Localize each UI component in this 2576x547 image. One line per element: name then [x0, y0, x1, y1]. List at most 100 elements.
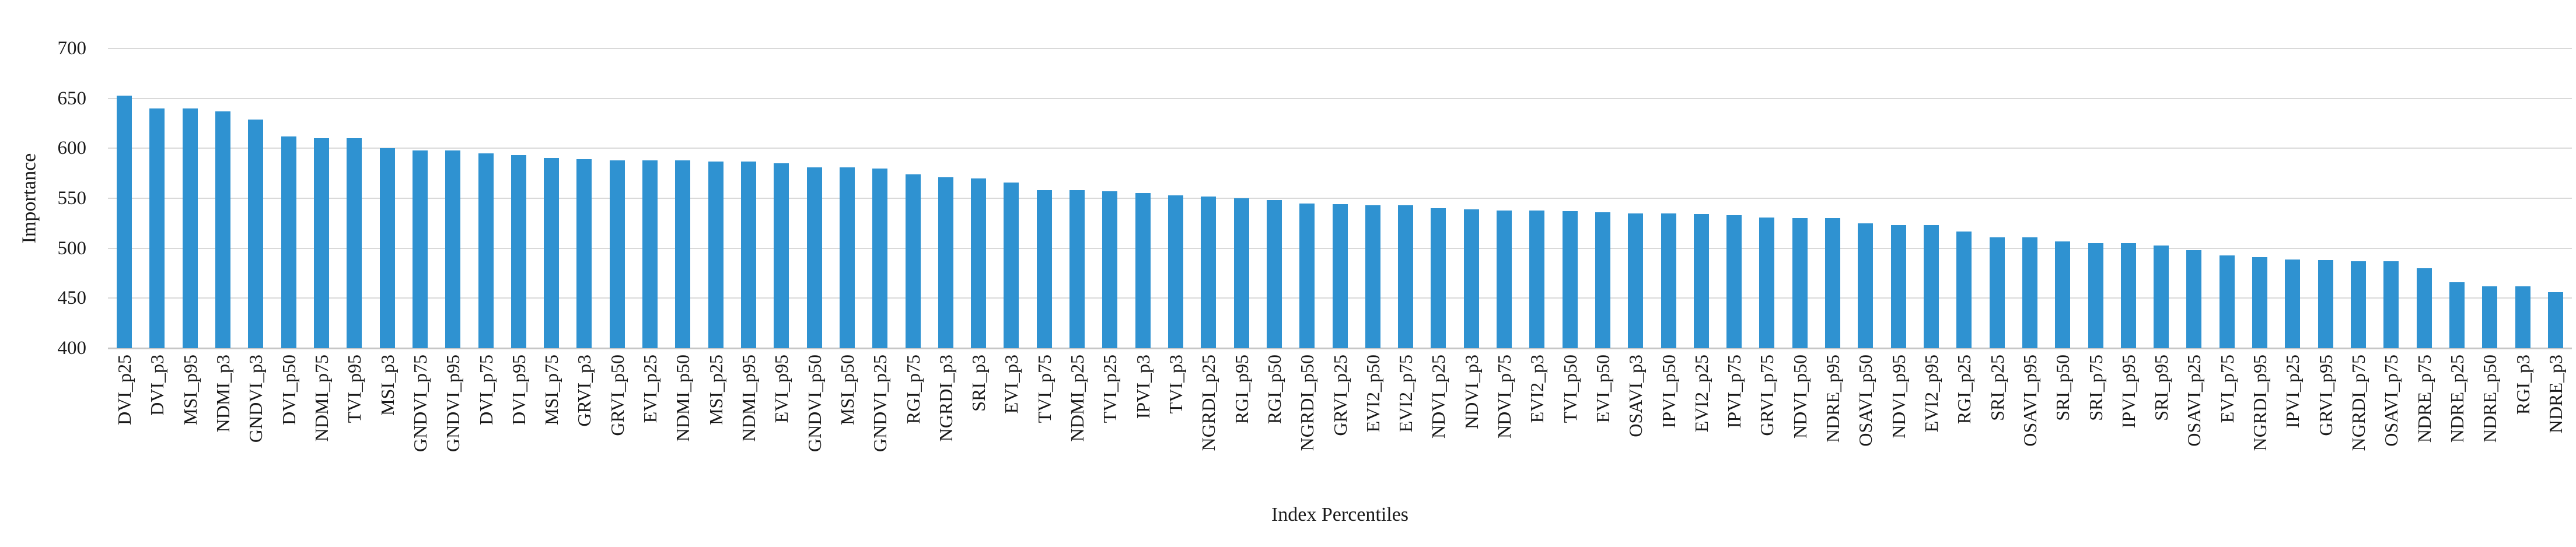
x-category-label: DVI_p95	[508, 355, 529, 425]
x-category-label: MSI_p3	[376, 355, 398, 416]
x-category-label: OSAVI_p75	[2381, 355, 2402, 447]
x-category-label: GRVI_p50	[606, 355, 628, 436]
x-category-label: TVI_p25	[1099, 355, 1121, 423]
bar	[1759, 217, 1775, 348]
x-category-label: GNDVI_p75	[409, 355, 431, 453]
bar	[1463, 209, 1479, 348]
bar	[1825, 218, 1841, 348]
x-category-label: OSAVI_p3	[1625, 355, 1647, 437]
x-category-label: IPVI_p95	[2117, 355, 2139, 429]
x-category-label: DVI_p3	[146, 355, 168, 416]
bar	[2022, 237, 2037, 348]
bar	[576, 159, 592, 348]
bar	[1497, 210, 1512, 348]
bar	[1595, 212, 1610, 348]
y-tick-label: 700	[57, 38, 87, 59]
bar	[774, 163, 789, 348]
x-category-label: MSI_p25	[705, 355, 726, 425]
bar	[445, 150, 461, 348]
x-category-label: SRI_p50	[2052, 355, 2074, 421]
y-tick-label: 450	[57, 287, 87, 309]
x-category-label: EVI2_p95	[1921, 355, 1942, 433]
bar	[971, 178, 987, 348]
x-axis-line	[108, 348, 2572, 349]
x-category-label: NDRE_p95	[1822, 355, 1844, 443]
x-category-label: EVI2_p25	[1690, 355, 1712, 433]
x-category-label: NDVI_p95	[1888, 355, 1909, 439]
bar	[2449, 282, 2465, 348]
bar	[347, 138, 362, 348]
bar	[1135, 193, 1151, 348]
bar	[2416, 268, 2432, 348]
x-category-label: DVI_p50	[278, 355, 299, 425]
x-category-label: EVI_p75	[2216, 355, 2238, 423]
x-category-label: SRI_p3	[968, 355, 990, 412]
bar	[2154, 245, 2169, 348]
bar	[1266, 200, 1282, 348]
bar	[1102, 191, 1118, 348]
x-category-label: NDMI_p95	[738, 355, 759, 442]
bar	[839, 167, 855, 348]
x-category-label: NDRE_p50	[2479, 355, 2501, 443]
x-category-label: IPVI_p25	[2282, 355, 2304, 429]
x-category-label: OSAVI_p95	[2019, 355, 2040, 447]
x-category-label: RGI_p50	[1263, 355, 1285, 425]
x-category-label: NDMI_p25	[1067, 355, 1088, 442]
bar	[1398, 205, 1414, 348]
x-category-label: EVI_p3	[1001, 355, 1022, 414]
bar	[379, 148, 395, 348]
bar	[511, 155, 526, 348]
x-category-label: NDVI_p50	[1789, 355, 1810, 439]
x-category-label: RGI_p3	[2512, 355, 2533, 415]
bar	[938, 177, 953, 348]
bar	[2482, 286, 2498, 348]
x-category-label: TVI_p3	[1165, 355, 1186, 414]
bar	[1924, 225, 1939, 348]
bar	[1989, 237, 2005, 348]
bar	[2252, 257, 2268, 348]
bar	[182, 108, 198, 348]
bar	[1036, 190, 1052, 348]
x-category-label: OSAVI_p50	[1855, 355, 1876, 447]
bar	[248, 119, 264, 348]
x-category-label: GNDVI_p25	[869, 355, 891, 453]
x-category-label: IPVI_p3	[1132, 355, 1154, 419]
x-category-label: EVI_p50	[1592, 355, 1613, 423]
bar	[1661, 213, 1676, 348]
bar	[1069, 190, 1085, 348]
gridline	[108, 48, 2572, 49]
bar	[1858, 223, 1874, 348]
x-category-label: EVI2_p3	[1526, 355, 1548, 423]
x-category-label: SRI_p75	[2085, 355, 2106, 421]
bar	[281, 136, 296, 348]
bar	[1529, 210, 1545, 348]
x-category-label: RGI_p75	[902, 355, 924, 425]
bar	[708, 161, 723, 348]
bar	[1004, 182, 1019, 348]
x-category-label: EVI_p95	[771, 355, 792, 423]
y-tick-label: 600	[57, 138, 87, 159]
x-category-label: NGRDI_p25	[1198, 355, 1219, 451]
bar	[1628, 213, 1644, 348]
x-category-label: NDVI_p3	[1460, 355, 1482, 429]
bar	[478, 153, 494, 348]
x-category-label: GNDVI_p3	[245, 355, 267, 443]
x-category-label: MSI_p75	[541, 355, 562, 425]
bar	[1726, 215, 1742, 348]
bar	[2219, 255, 2235, 348]
x-category-label: EVI2_p50	[1362, 355, 1383, 433]
bar	[675, 160, 691, 348]
bar	[2055, 241, 2071, 348]
x-category-label: GRVI_p3	[574, 355, 595, 427]
bar	[1956, 231, 1972, 348]
bar	[313, 138, 329, 348]
x-category-label: NGRDI_p75	[2348, 355, 2369, 451]
bar	[2351, 261, 2366, 348]
bar	[740, 161, 756, 348]
x-category-label: NDRE_p75	[2413, 355, 2435, 443]
bar	[149, 108, 165, 348]
bar	[1792, 218, 1808, 348]
x-category-label: TVI_p75	[1033, 355, 1055, 423]
x-category-label: GNDVI_p95	[442, 355, 464, 453]
